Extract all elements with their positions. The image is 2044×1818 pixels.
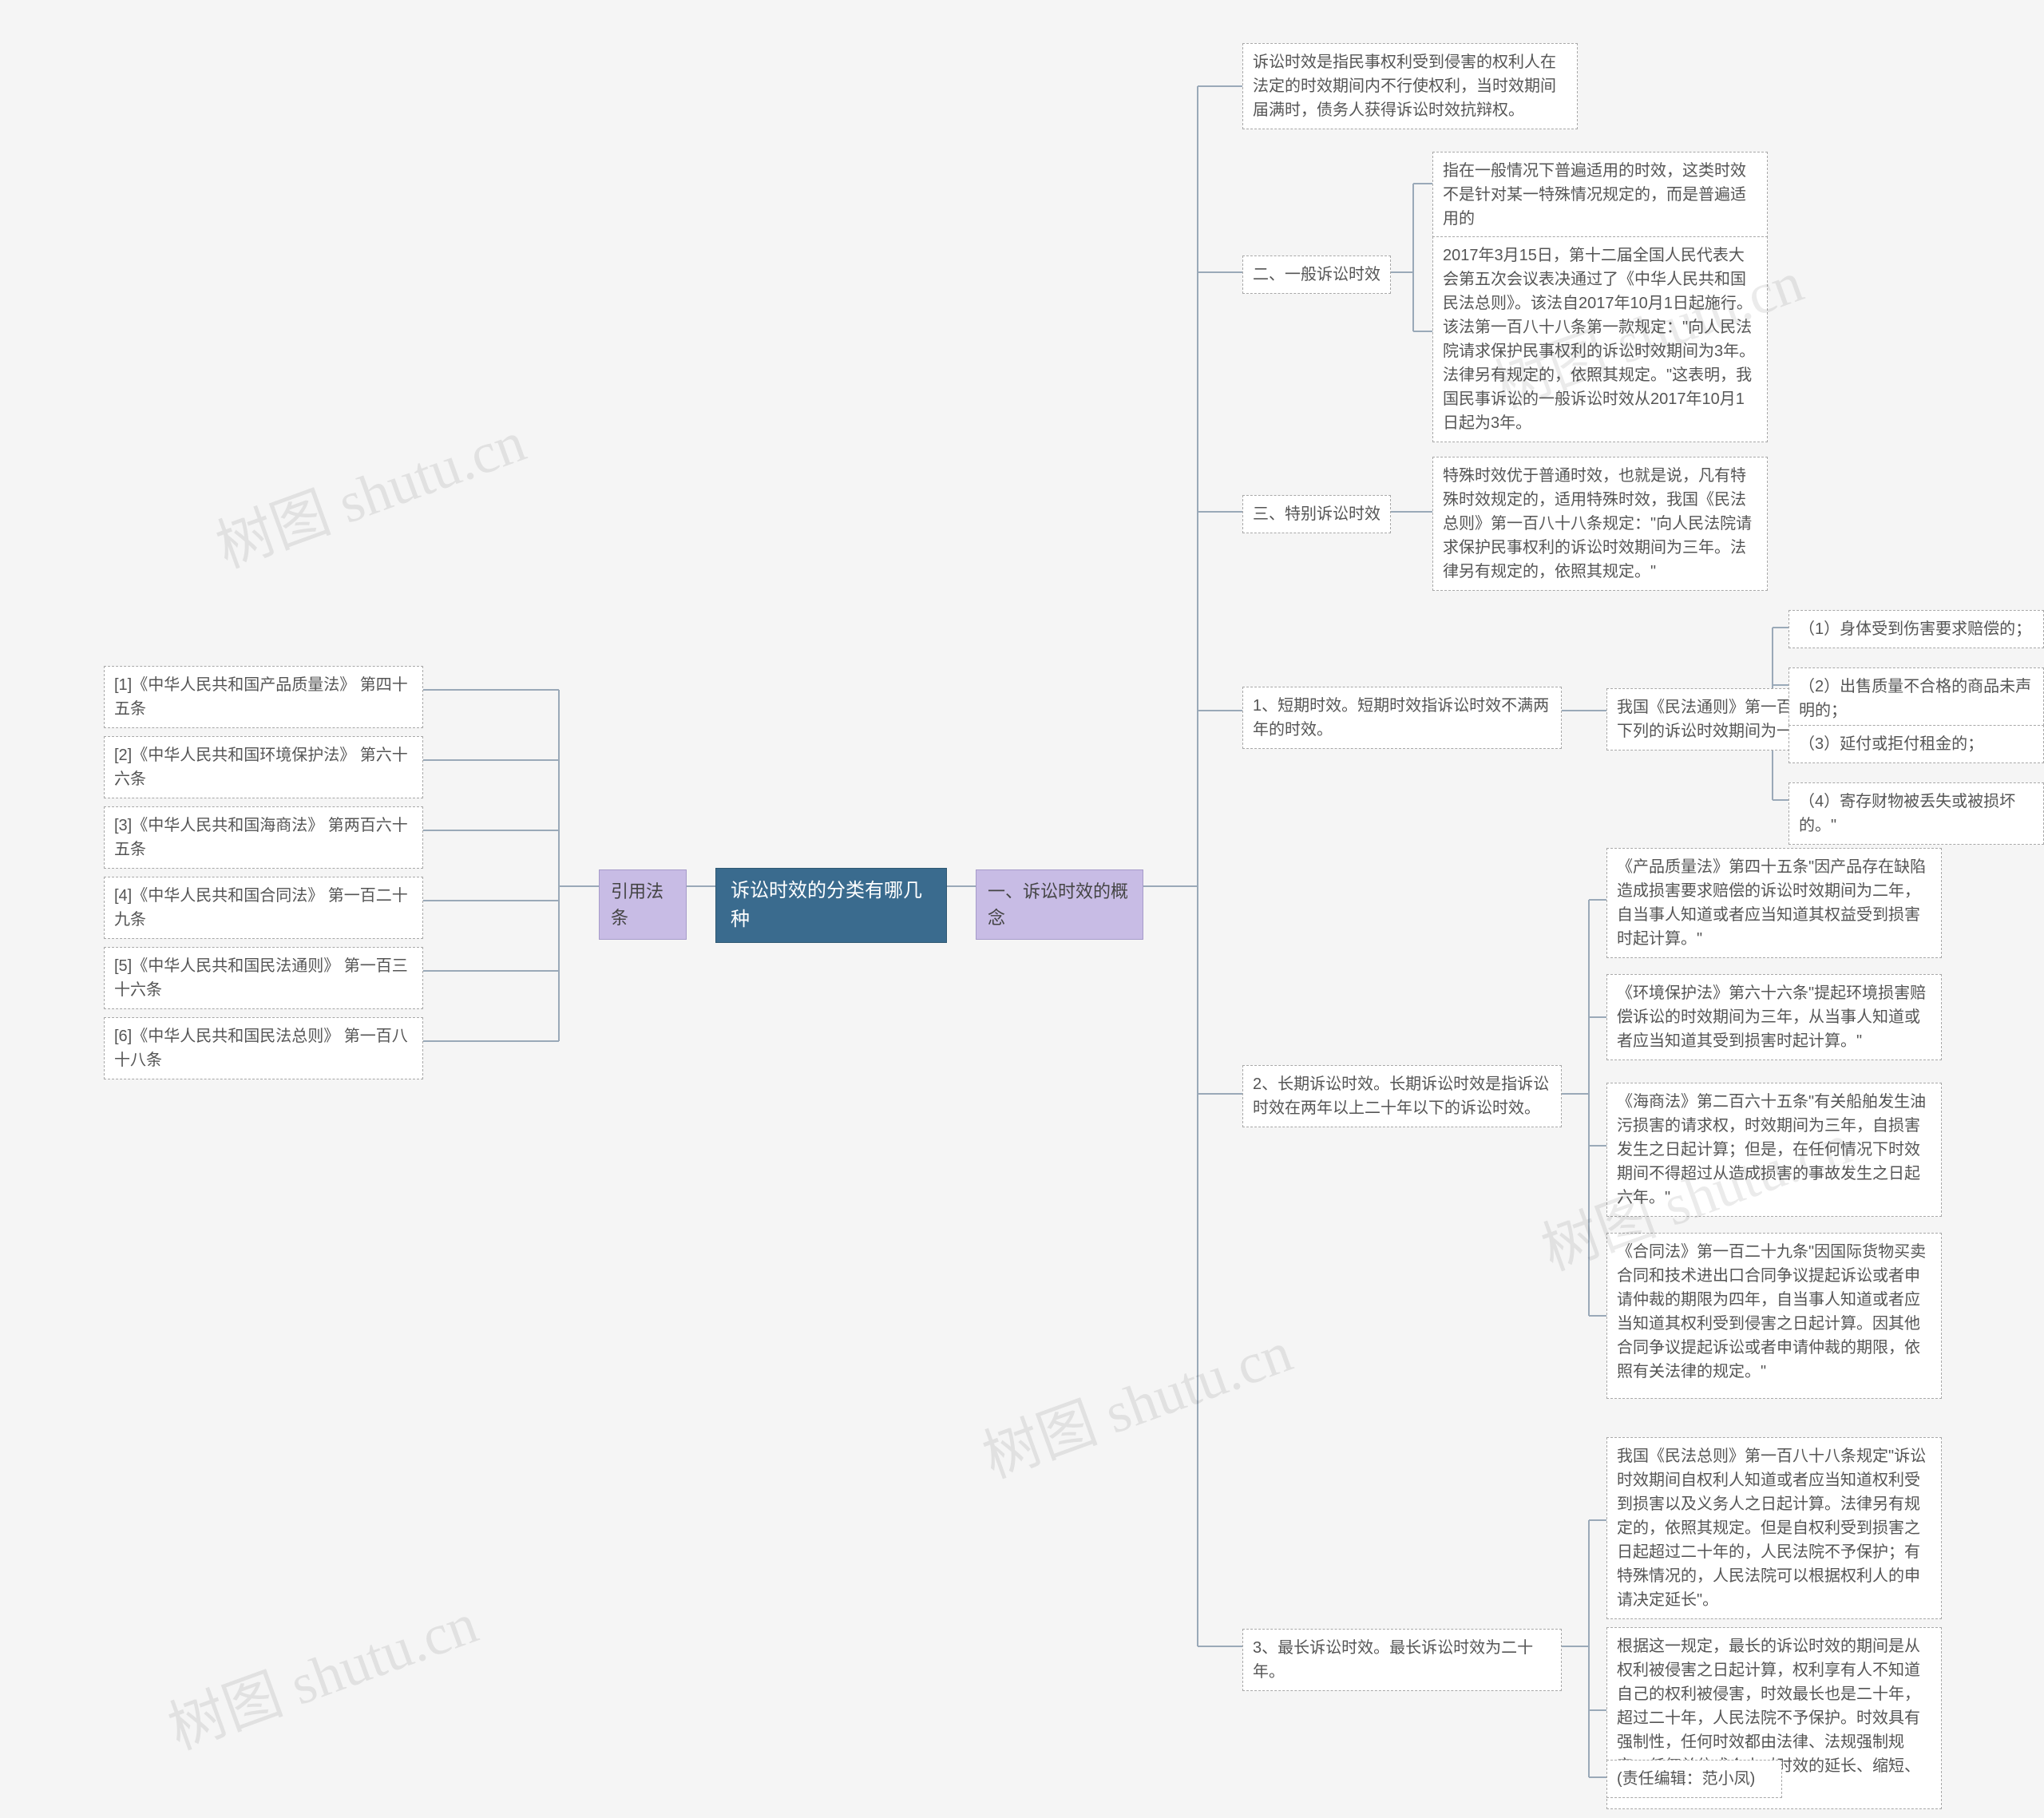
watermark: 树图 shutu.cn (969, 1305, 1301, 1494)
section-4-item-1: （1）身体受到伤害要求赔偿的； (1788, 610, 2044, 648)
ref-item-2: [2]《中华人民共和国环境保护法》 第六十六条 (104, 736, 423, 798)
section-5-item-1: 《产品质量法》第四十五条"因产品存在缺陷造成损害要求赔偿的诉讼时效期间为二年，自… (1606, 848, 1942, 958)
section-2-item-1: 指在一般情况下普遍适用的时效，这类时效不是针对某一特殊情况规定的，而是普遍适用的 (1432, 152, 1768, 238)
concept-definition: 诉讼时效是指民事权利受到侵害的权利人在法定的时效期间内不行使权利，当时效期间届满… (1242, 43, 1578, 129)
section-5-label: 2、长期诉讼时效。长期诉讼时效是指诉讼时效在两年以上二十年以下的诉讼时效。 (1242, 1065, 1562, 1127)
section-4-item-3: （3）延付或拒付租金的； (1788, 725, 2044, 763)
watermark: 树图 shutu.cn (155, 1576, 487, 1765)
section-3-label: 三、特别诉讼时效 (1242, 495, 1391, 533)
editor-credit: (责任编辑：范小凤) (1606, 1760, 1782, 1798)
section-4-label: 1、短期时效。短期时效指诉讼时效不满两年的时效。 (1242, 687, 1562, 749)
section-5-item-3: 《海商法》第二百六十五条"有关船舶发生油污损害的请求权，时效期间为三年，自损害发… (1606, 1083, 1942, 1217)
section-2-label: 二、一般诉讼时效 (1242, 255, 1391, 294)
root-node[interactable]: 诉讼时效的分类有哪几种 (715, 868, 947, 943)
section-6-item-1: 我国《民法总则》第一百八十八条规定"诉讼时效期间自权利人知道或者应当知道权利受到… (1606, 1437, 1942, 1619)
section-4-item-2: （2）出售质量不合格的商品未声明的； (1788, 667, 2044, 730)
section-6-label: 3、最长诉讼时效。最长诉讼时效为二十年。 (1242, 1629, 1562, 1691)
branch-concept[interactable]: 一、诉讼时效的概念 (976, 869, 1143, 940)
ref-item-3: [3]《中华人民共和国海商法》 第两百六十五条 (104, 806, 423, 869)
section-5-item-4: 《合同法》第一百二十九条"因国际货物买卖合同和技术进出口合同争议提起诉讼或者申请… (1606, 1233, 1942, 1399)
section-5-item-2: 《环境保护法》第六十六条"提起环境损害赔偿诉讼的时效期间为三年，从当事人知道或者… (1606, 974, 1942, 1060)
section-4-item-4: （4）寄存财物被丢失或被损坏的。" (1788, 782, 2044, 845)
section-3-item: 特殊时效优于普通时效，也就是说，凡有特殊时效规定的，适用特殊时效，我国《民法总则… (1432, 457, 1768, 591)
ref-item-6: [6]《中华人民共和国民法总则》 第一百八十八条 (104, 1017, 423, 1079)
ref-item-1: [1]《中华人民共和国产品质量法》 第四十五条 (104, 666, 423, 728)
ref-item-5: [5]《中华人民共和国民法通则》 第一百三十六条 (104, 947, 423, 1009)
branch-references[interactable]: 引用法条 (599, 869, 687, 940)
ref-item-4: [4]《中华人民共和国合同法》 第一百二十九条 (104, 877, 423, 939)
watermark: 树图 shutu.cn (203, 394, 535, 584)
section-2-item-2: 2017年3月15日，第十二届全国人民代表大会第五次会议表决通过了《中华人民共和… (1432, 236, 1768, 442)
